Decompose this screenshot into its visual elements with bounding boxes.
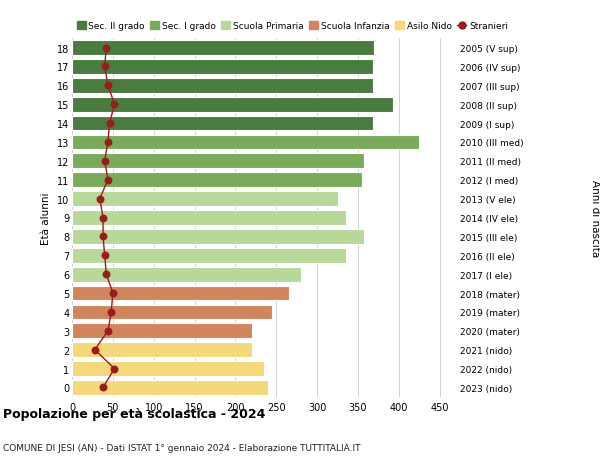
Point xyxy=(110,101,119,109)
Point xyxy=(108,290,118,297)
Bar xyxy=(72,286,289,301)
Bar xyxy=(72,248,346,263)
Point xyxy=(101,271,111,278)
Bar xyxy=(72,192,338,207)
Point xyxy=(100,158,109,165)
Bar xyxy=(72,230,364,244)
Bar xyxy=(72,154,364,169)
Bar xyxy=(72,211,346,225)
Point xyxy=(98,384,108,391)
Point xyxy=(98,233,108,241)
Bar xyxy=(72,324,252,338)
Bar xyxy=(72,342,252,357)
Point xyxy=(100,64,109,71)
Bar xyxy=(72,305,272,319)
Point xyxy=(103,83,113,90)
Bar xyxy=(72,135,419,150)
Point xyxy=(101,45,111,52)
Bar xyxy=(72,361,264,376)
Point xyxy=(110,365,119,372)
Point xyxy=(106,308,116,316)
Point xyxy=(103,177,113,184)
Bar xyxy=(72,267,301,282)
Text: COMUNE DI JESI (AN) - Dati ISTAT 1° gennaio 2024 - Elaborazione TUTTITALIA.IT: COMUNE DI JESI (AN) - Dati ISTAT 1° genn… xyxy=(3,443,361,452)
Point xyxy=(100,252,109,259)
Y-axis label: Anni di nascita: Anni di nascita xyxy=(590,179,600,257)
Y-axis label: Età alunni: Età alunni xyxy=(41,192,51,244)
Bar xyxy=(72,60,373,75)
Bar xyxy=(72,173,362,188)
Point xyxy=(103,327,113,335)
Bar xyxy=(72,117,373,131)
Bar xyxy=(72,98,393,112)
Legend: Sec. II grado, Sec. I grado, Scuola Primaria, Scuola Infanzia, Asilo Nido, Stran: Sec. II grado, Sec. I grado, Scuola Prim… xyxy=(77,22,508,31)
Text: Popolazione per età scolastica - 2024: Popolazione per età scolastica - 2024 xyxy=(3,407,265,420)
Point xyxy=(95,196,104,203)
Bar xyxy=(72,79,373,94)
Point xyxy=(105,120,115,128)
Point xyxy=(98,214,108,222)
Bar xyxy=(72,41,374,56)
Bar xyxy=(72,380,268,395)
Point xyxy=(103,139,113,146)
Point xyxy=(90,346,100,353)
